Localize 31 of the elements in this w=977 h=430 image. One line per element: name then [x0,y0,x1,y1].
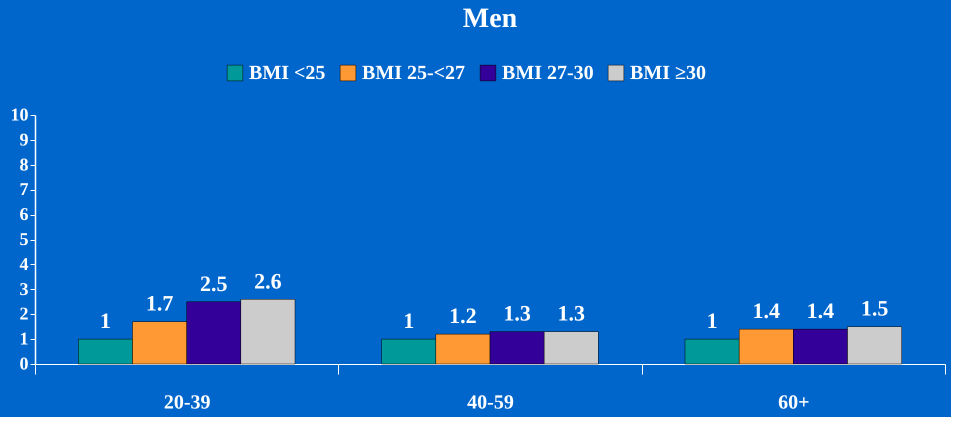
x-tick-label: 40-59 [467,392,514,414]
y-tick-label: 9 [20,129,28,150]
data-label: 1.3 [558,300,585,326]
data-label: 2.6 [254,268,282,294]
data-label: 1 [403,308,414,334]
data-label: 1.7 [146,290,174,316]
chart-title: Men [462,3,518,34]
data-label: 1.5 [860,296,888,321]
data-label: 1 [706,308,718,334]
x-tick-label: 60+ [778,392,810,414]
y-tick-label: 7 [20,179,28,200]
data-label: 1.4 [806,298,834,324]
y-tick-label: 3 [20,278,28,299]
y-tick-label: 5 [20,229,28,249]
y-tick-label: 2 [20,304,28,324]
data-label: 2.5 [200,270,228,296]
data-label: 1.2 [449,303,477,328]
legend-label: BMI 27-30 [502,62,594,84]
y-tick-label: 8 [20,154,28,174]
y-tick-label: 4 [20,254,28,274]
y-tick-label: 0 [20,354,28,374]
data-label: 1.4 [752,298,780,324]
y-tick-label: 6 [20,204,28,224]
y-tick-label: 1 [20,328,28,349]
y-tick-label: 10 [10,104,28,124]
legend-label: BMI <25 [249,62,326,84]
legend-label: BMI ≥30 [630,62,706,84]
x-tick-label: 20-39 [164,392,211,414]
legend-label: BMI 25-<27 [362,62,466,84]
data-label: 1.3 [503,300,531,326]
data-label: 1 [100,308,111,334]
